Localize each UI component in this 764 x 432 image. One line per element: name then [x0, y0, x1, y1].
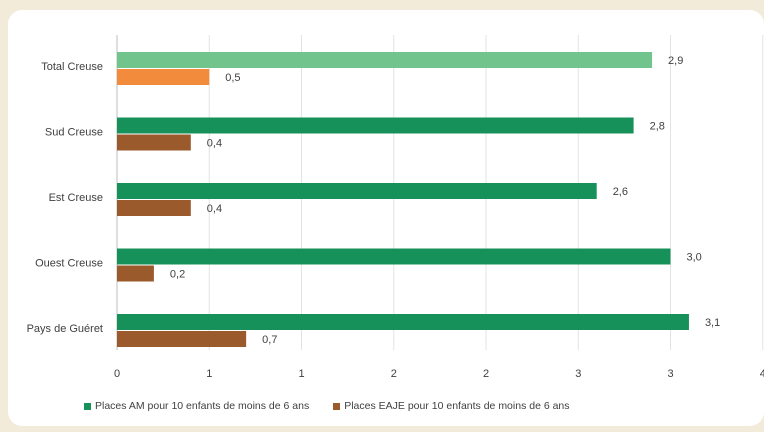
bar	[117, 331, 247, 347]
legend-label-am: Places AM pour 10 enfants de moins de 6 …	[95, 400, 310, 412]
bar-chart: 0 1 1 2 2 3 3 4 Total Creuse 2,9 0,5 Sud Creuse 2,8 0…	[27, 35, 764, 380]
data-label: 3,0	[687, 252, 702, 264]
x-tick-label: 2	[483, 368, 489, 380]
bar	[117, 314, 689, 330]
legend-swatch-am	[84, 402, 91, 410]
category-label: Ouest Creuse	[35, 258, 103, 270]
x-tick-label: 2	[391, 368, 397, 380]
legend-swatch-eaje	[333, 402, 341, 410]
data-label: 0,5	[225, 72, 240, 84]
data-label: 2,6	[613, 186, 628, 198]
bar	[117, 117, 634, 134]
category-label: Total Creuse	[41, 61, 103, 73]
data-label: 2,9	[668, 55, 683, 67]
x-tick-label: 4	[760, 368, 764, 380]
data-label: 3,1	[705, 317, 720, 329]
x-tick-label: 1	[206, 368, 212, 380]
bar	[117, 134, 191, 151]
bar	[117, 183, 597, 199]
data-label: 0,7	[262, 334, 277, 346]
data-label: 2,8	[650, 121, 665, 133]
bar	[117, 265, 154, 282]
x-tick-label: 3	[667, 368, 673, 380]
chart-legend: Places AM pour 10 enfants de moins de 6 …	[84, 400, 570, 412]
data-label: 0,4	[207, 138, 222, 150]
category-label: Sud Creuse	[45, 127, 103, 139]
data-label: 0,2	[170, 269, 185, 281]
category-label: Pays de Guéret	[27, 323, 103, 335]
x-tick-label: 3	[575, 368, 581, 380]
legend-item-am: Places AM pour 10 enfants de moins de 6 …	[84, 400, 309, 412]
bar	[117, 200, 191, 216]
category-label: Est Creuse	[49, 192, 103, 204]
legend-item-eaje: Places EAJE pour 10 enfants de moins de …	[333, 400, 570, 412]
legend-label-eaje: Places EAJE pour 10 enfants de moins de …	[344, 400, 570, 412]
x-tick-label: 0	[114, 368, 120, 380]
data-label: 0,4	[207, 203, 222, 215]
bar	[117, 69, 210, 85]
bar	[117, 52, 653, 68]
bar	[117, 248, 671, 265]
x-tick-label: 1	[298, 368, 304, 380]
